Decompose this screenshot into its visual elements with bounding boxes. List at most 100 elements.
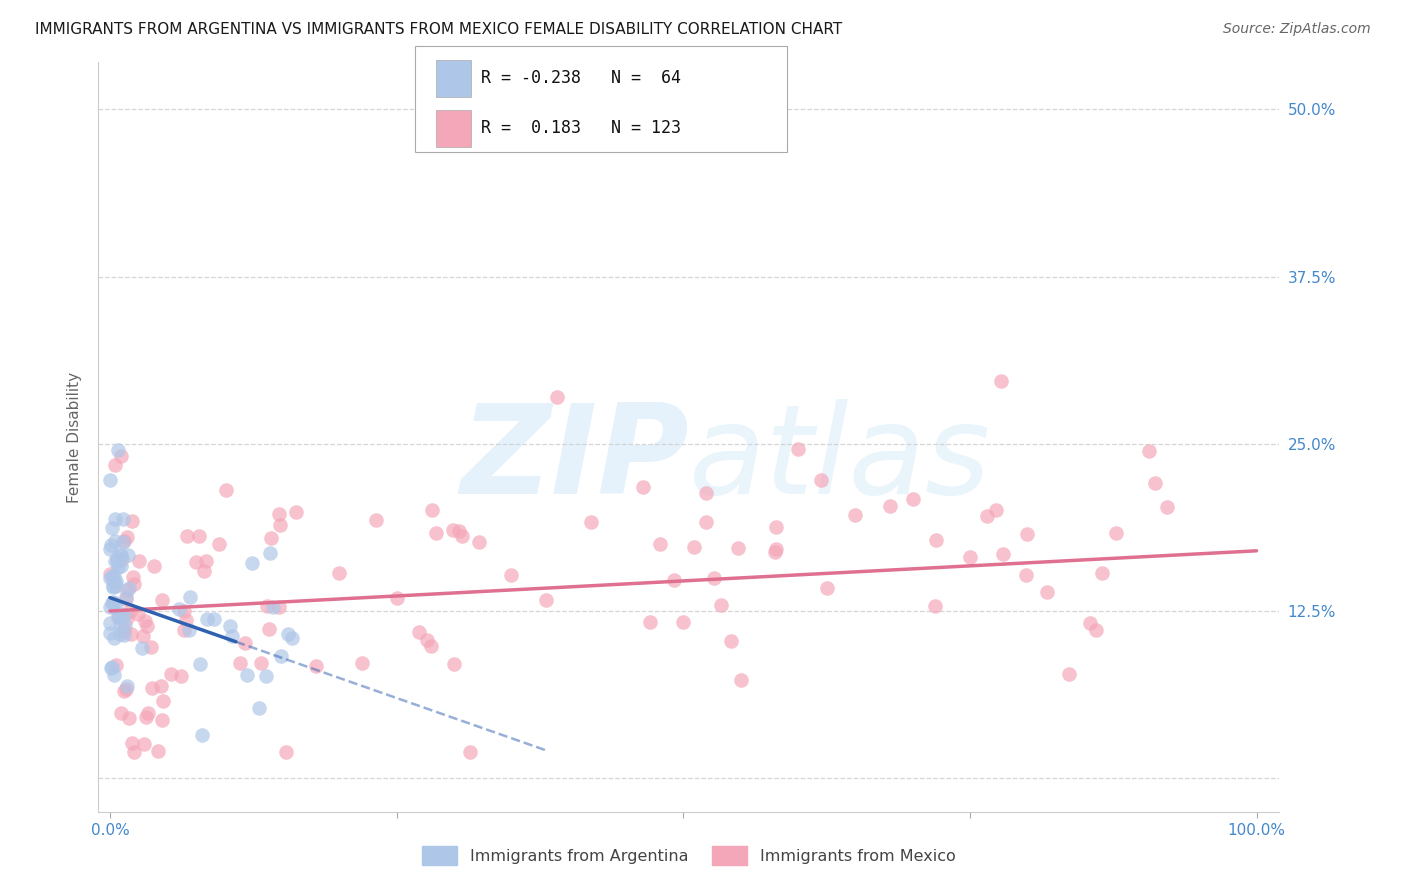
Point xyxy=(408,625,430,640)
Point xyxy=(146,744,169,758)
Point xyxy=(118,711,141,725)
Point xyxy=(136,706,159,720)
Point xyxy=(101,570,124,584)
Point xyxy=(167,602,190,616)
Point xyxy=(104,576,127,591)
Point xyxy=(152,593,174,607)
Point xyxy=(173,604,195,618)
Point xyxy=(236,668,259,682)
Point xyxy=(546,390,568,404)
Point xyxy=(285,505,308,519)
Point xyxy=(100,571,122,585)
Point xyxy=(703,571,725,585)
Point xyxy=(112,624,135,639)
Text: R =  0.183   N = 123: R = 0.183 N = 123 xyxy=(481,119,681,136)
Point xyxy=(256,599,278,614)
Point xyxy=(672,615,695,629)
Point xyxy=(112,683,135,698)
Point xyxy=(786,442,808,456)
Point xyxy=(112,608,135,623)
Point xyxy=(765,519,787,533)
Point xyxy=(121,514,143,528)
Point xyxy=(695,515,717,529)
Point xyxy=(425,526,447,541)
Point xyxy=(139,640,162,654)
Point xyxy=(269,518,291,533)
Point xyxy=(98,600,121,615)
Point xyxy=(202,612,225,626)
Point xyxy=(107,560,129,574)
Point xyxy=(695,486,717,500)
Point xyxy=(984,503,1007,517)
Point xyxy=(844,508,866,522)
Point xyxy=(98,567,121,582)
Point xyxy=(879,500,901,514)
Point xyxy=(420,639,443,653)
Point xyxy=(233,636,256,650)
Point xyxy=(1137,444,1160,458)
Point xyxy=(662,574,685,588)
Point xyxy=(127,607,149,621)
Point xyxy=(765,541,787,556)
Point xyxy=(364,513,387,527)
Point xyxy=(176,613,198,627)
Point xyxy=(114,681,136,696)
Point xyxy=(254,668,277,682)
Point xyxy=(1015,567,1038,582)
Point xyxy=(229,656,252,670)
Point xyxy=(103,595,125,609)
Point xyxy=(176,529,198,543)
Point xyxy=(468,534,491,549)
Point xyxy=(352,656,374,670)
Point xyxy=(270,648,292,663)
Point xyxy=(110,706,132,720)
Point xyxy=(179,623,201,637)
Point xyxy=(98,615,121,630)
Point xyxy=(101,596,124,610)
Point xyxy=(638,615,661,629)
Point xyxy=(305,658,328,673)
Point xyxy=(100,538,122,552)
Point xyxy=(131,640,153,655)
Point xyxy=(267,600,290,615)
Point xyxy=(631,480,654,494)
Point xyxy=(107,443,129,458)
Point xyxy=(135,709,157,723)
Point xyxy=(100,625,122,640)
Point xyxy=(815,581,838,595)
Point xyxy=(120,604,142,618)
Point xyxy=(104,458,127,472)
Point xyxy=(186,555,208,569)
Text: R = -0.238   N =  64: R = -0.238 N = 64 xyxy=(481,69,681,87)
Point xyxy=(221,629,243,643)
Point xyxy=(458,744,481,758)
Point xyxy=(276,744,298,758)
Point xyxy=(1036,585,1059,599)
Point xyxy=(98,542,121,557)
Point xyxy=(117,582,139,596)
Point xyxy=(190,727,212,741)
Point xyxy=(1017,527,1039,541)
Point xyxy=(257,622,280,636)
Point xyxy=(103,596,125,610)
Point xyxy=(128,554,150,568)
Point xyxy=(250,656,273,670)
Point xyxy=(1085,623,1108,637)
Point xyxy=(120,627,142,641)
Point xyxy=(990,374,1012,388)
Point xyxy=(240,556,263,570)
Point xyxy=(260,531,283,545)
Point xyxy=(104,512,127,526)
Point xyxy=(501,568,523,582)
Point xyxy=(104,579,127,593)
Text: Source: ZipAtlas.com: Source: ZipAtlas.com xyxy=(1223,22,1371,37)
Point xyxy=(262,600,284,615)
Point xyxy=(208,536,231,550)
Point xyxy=(149,679,172,693)
Point xyxy=(281,632,304,646)
Point xyxy=(110,559,132,574)
Text: atlas: atlas xyxy=(689,399,991,520)
Point xyxy=(188,657,211,672)
Point xyxy=(105,601,128,615)
Point xyxy=(103,579,125,593)
